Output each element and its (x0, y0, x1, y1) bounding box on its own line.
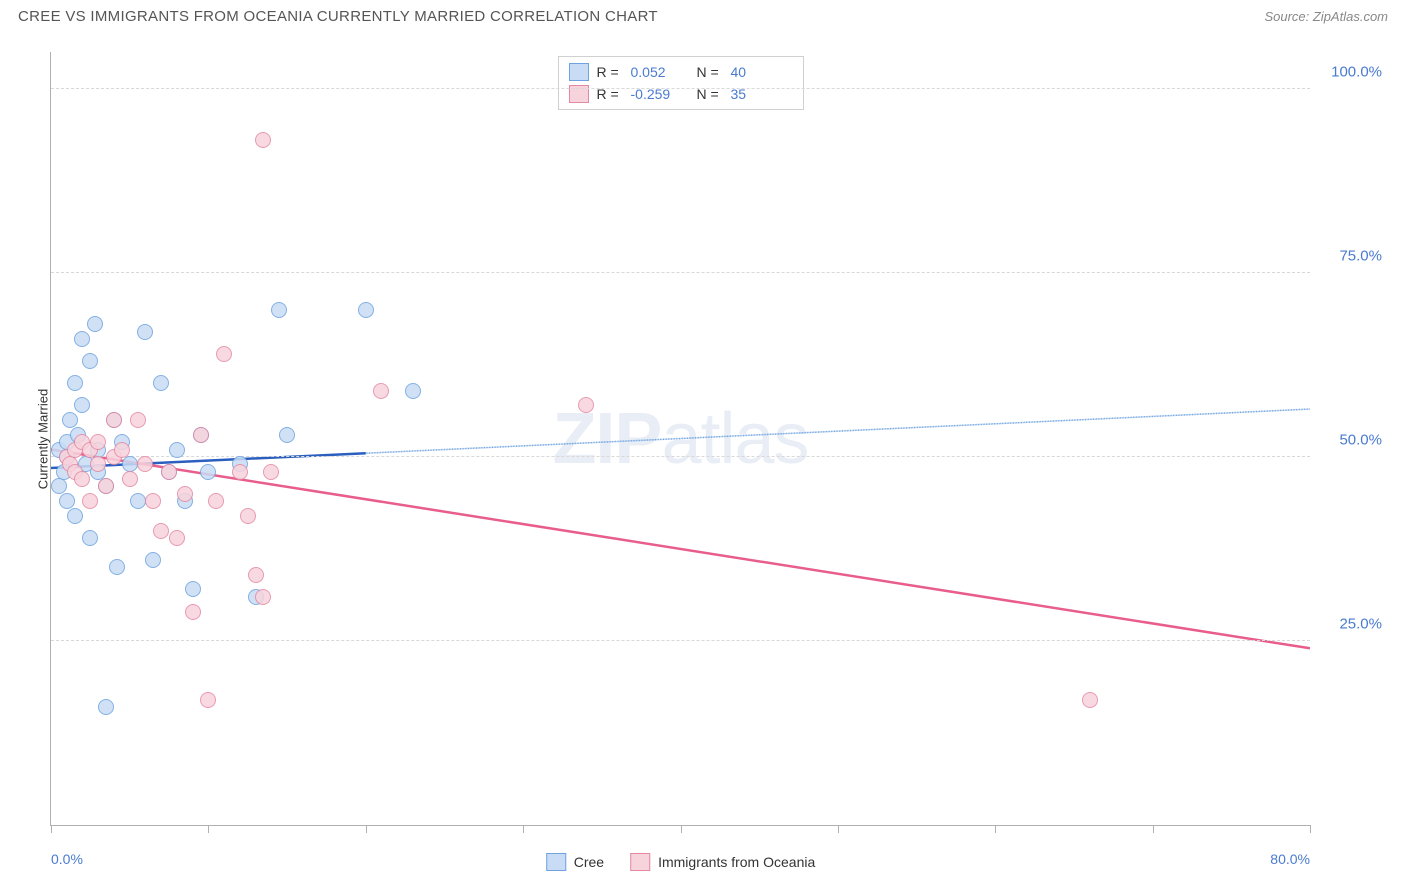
r-label: R = (597, 61, 623, 83)
source-attribution: Source: ZipAtlas.com (1264, 9, 1388, 24)
scatter-point (82, 530, 98, 546)
scatter-point (248, 567, 264, 583)
scatter-point (130, 412, 146, 428)
scatter-point (145, 552, 161, 568)
scatter-point (62, 412, 78, 428)
scatter-point (137, 324, 153, 340)
n-value: 40 (731, 61, 789, 83)
scatter-point (122, 471, 138, 487)
scatter-point (208, 493, 224, 509)
watermark-atlas: atlas (661, 399, 808, 479)
x-tick (1153, 825, 1154, 833)
gridline (51, 88, 1310, 89)
scatter-point (216, 346, 232, 362)
n-label: N = (697, 83, 723, 105)
scatter-point (255, 132, 271, 148)
y-axis-label: Currently Married (36, 388, 51, 488)
scatter-point (74, 471, 90, 487)
scatter-point (74, 397, 90, 413)
scatter-point (114, 442, 130, 458)
scatter-point (200, 692, 216, 708)
scatter-point (87, 316, 103, 332)
x-tick-label: 80.0% (1270, 851, 1310, 867)
scatter-point (185, 604, 201, 620)
scatter-point (153, 523, 169, 539)
legend-stat-row: R = 0.052 N = 40 (569, 61, 789, 83)
scatter-point (271, 302, 287, 318)
n-value: 35 (731, 83, 789, 105)
chart-container: ZIPatlas Currently Married R = 0.052 N = 40… (18, 36, 1388, 874)
scatter-point (373, 383, 389, 399)
scatter-point (161, 464, 177, 480)
scatter-point (98, 699, 114, 715)
scatter-point (200, 464, 216, 480)
scatter-point (59, 493, 75, 509)
scatter-point (122, 456, 138, 472)
scatter-point (1082, 692, 1098, 708)
legend-swatch (546, 853, 566, 871)
scatter-point (90, 434, 106, 450)
legend-swatch (569, 63, 589, 81)
scatter-point (106, 412, 122, 428)
scatter-point (67, 375, 83, 391)
x-tick (208, 825, 209, 833)
legend-item: Immigrants from Oceania (630, 853, 815, 871)
plot-area: ZIPatlas Currently Married R =0.052N =40… (50, 52, 1310, 826)
scatter-point (67, 508, 83, 524)
gridline (51, 640, 1310, 641)
trend-lines-svg (51, 52, 1310, 825)
r-label: R = (597, 83, 623, 105)
scatter-point (82, 353, 98, 369)
scatter-point (185, 581, 201, 597)
scatter-point (98, 478, 114, 494)
y-tick-label: 50.0% (1314, 431, 1382, 448)
series-legend: Cree Immigrants from Oceania (546, 853, 816, 871)
scatter-point (169, 442, 185, 458)
scatter-point (74, 331, 90, 347)
scatter-point (130, 493, 146, 509)
y-tick-label: 75.0% (1314, 247, 1382, 264)
scatter-point (358, 302, 374, 318)
y-tick-label: 25.0% (1314, 615, 1382, 632)
scatter-point (405, 383, 421, 399)
x-tick (995, 825, 996, 833)
legend-swatch (630, 853, 650, 871)
scatter-point (232, 464, 248, 480)
scatter-point (193, 427, 209, 443)
x-tick (523, 825, 524, 833)
legend-label: Immigrants from Oceania (658, 854, 815, 870)
r-value: -0.259 (631, 83, 689, 105)
scatter-point (177, 486, 193, 502)
scatter-point (169, 530, 185, 546)
r-value: 0.052 (631, 61, 689, 83)
legend-stat-row: R = -0.259 N = 35 (569, 83, 789, 105)
chart-title: CREE VS IMMIGRANTS FROM OCEANIA CURRENTL… (18, 8, 658, 25)
stats-legend: R = 0.052 N = 40 R = -0.259 N = 35 (558, 56, 804, 110)
y-tick-label: 100.0% (1314, 63, 1382, 80)
scatter-point (109, 559, 125, 575)
n-label: N = (697, 61, 723, 83)
scatter-point (82, 493, 98, 509)
scatter-point (90, 456, 106, 472)
watermark-zip: ZIP (552, 399, 661, 479)
x-tick-label: 0.0% (51, 851, 83, 867)
legend-item: Cree (546, 853, 604, 871)
x-tick (1310, 825, 1311, 833)
x-tick (838, 825, 839, 833)
scatter-point (279, 427, 295, 443)
scatter-point (153, 375, 169, 391)
scatter-point (255, 589, 271, 605)
scatter-point (137, 456, 153, 472)
scatter-point (578, 397, 594, 413)
x-tick (366, 825, 367, 833)
gridline (51, 272, 1310, 273)
x-tick (681, 825, 682, 833)
x-tick (51, 825, 52, 833)
scatter-point (240, 508, 256, 524)
scatter-point (145, 493, 161, 509)
scatter-point (263, 464, 279, 480)
scatter-point (51, 478, 67, 494)
legend-label: Cree (574, 854, 604, 870)
